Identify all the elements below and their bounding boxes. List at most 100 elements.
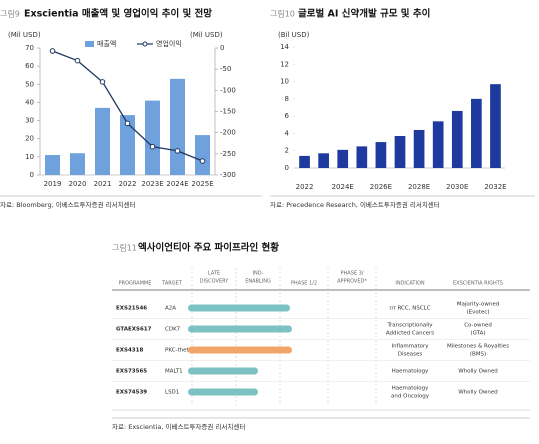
rights: Milestones & Royalties [447, 344, 509, 350]
bar [490, 84, 501, 168]
column-header: PHASE 3/ [341, 271, 364, 277]
x-tick-label: 2024E [166, 180, 188, 188]
target: LSD1 [165, 390, 179, 396]
y2-tick-label: -150 [220, 108, 236, 116]
indication: Haematology [392, 369, 430, 375]
y-tick-label: 10 [280, 78, 289, 86]
y-tick-label: 50 [25, 80, 34, 88]
bar [337, 149, 349, 168]
y-tick-label: 20 [25, 135, 34, 143]
indication: Addicted Cancers [386, 331, 434, 337]
stage-bar [188, 346, 292, 354]
line-marker [199, 158, 206, 164]
y-tick-label: 30 [25, 117, 34, 125]
target: CDK7 [165, 327, 181, 333]
y2-tick-label: -100 [220, 86, 236, 94]
column-header: DISCOVERY [200, 279, 230, 285]
y2-axis-label: (Mil USD) [190, 31, 223, 39]
legend-label: 영업이익 [156, 39, 182, 48]
indication: Diseases [398, 352, 423, 358]
bar [318, 153, 329, 168]
x-tick-label: 2020 [69, 180, 87, 188]
indication: Transcriptionally [386, 323, 433, 329]
column-header: APPROVED* [337, 279, 367, 285]
programme: EXS74539 [116, 390, 147, 396]
y-tick-label: 40 [25, 98, 34, 106]
bar [145, 100, 160, 175]
target: PKC-theta [165, 348, 192, 354]
x-tick-label: 2032E [484, 183, 506, 191]
x-tick-label: 2024E [332, 183, 354, 191]
line-marker [49, 48, 56, 54]
rights: (GTA) [470, 331, 485, 337]
source: 자료: Bloomberg, 이베스트투자증권 리서치센터 [0, 200, 136, 209]
column-header: IND- [253, 271, 264, 277]
bar [95, 107, 110, 175]
rights: Majority-owned [457, 302, 499, 308]
line-marker [149, 143, 156, 150]
bar [299, 155, 310, 168]
line-marker [124, 120, 131, 127]
line-marker [74, 57, 81, 64]
column-header: TARGET [161, 281, 183, 287]
y-tick-label: 8 [285, 95, 289, 103]
column-header: INDICATION [395, 281, 425, 287]
bar [45, 155, 60, 175]
bar [195, 135, 210, 175]
y2-tick-label: -50 [220, 65, 231, 73]
chart-title: Exscientia 매출액 및 영업이익 추이 및 전망 [24, 8, 212, 20]
legend-marker [142, 41, 148, 47]
stage-bar [188, 367, 258, 375]
y-tick-label: 60 [25, 62, 34, 70]
indication: Haematology [392, 386, 430, 392]
line-marker [174, 148, 181, 154]
y-axis-label: (Mil USD) [8, 31, 41, 39]
programme: EXS4318 [116, 348, 143, 354]
bar [375, 142, 387, 168]
indication: Inflammatory [391, 344, 429, 350]
x-tick-label: 2026E [370, 183, 392, 191]
y-tick-label: 6 [285, 112, 290, 120]
rights: Co-owned [464, 323, 492, 329]
source: 자료: Precedence Research, 이베스트투자증권 리서치센터 [270, 200, 440, 209]
column-header: ENABLING [245, 279, 271, 285]
target: MALT1 [165, 369, 183, 375]
y-axis-label: (Bil USD) [278, 31, 310, 39]
rights: (BMS) [470, 352, 486, 358]
indication: r/r RCC, NSCLC [389, 306, 430, 312]
column-header: PROGRAMME [119, 281, 152, 287]
x-tick-label: 2023E [141, 180, 163, 188]
indication: and Oncology [391, 394, 430, 400]
y-tick-label: 4 [285, 129, 290, 137]
bar [356, 146, 368, 168]
x-tick-label: 2028E [408, 183, 430, 191]
x-tick-label: 2019 [44, 180, 62, 188]
bar [394, 136, 406, 168]
programme: EXS21546 [116, 306, 147, 312]
bar [170, 78, 185, 175]
source: 자료: Exscientia, 이베스트투자증권 리서치센터 [112, 422, 245, 431]
y-tick-label: 14 [280, 43, 289, 51]
bar [432, 121, 444, 168]
rights: (Evotec) [467, 310, 490, 316]
y-tick-label: 12 [280, 60, 289, 68]
x-tick-label: 2022 [296, 183, 314, 191]
y2-tick-label: -200 [220, 129, 236, 137]
y-tick-label: 2 [285, 147, 289, 155]
bar [70, 153, 85, 175]
y2-tick-label: -250 [220, 150, 236, 158]
column-header: LATE [208, 271, 220, 277]
y-tick-label: 10 [25, 153, 34, 161]
x-tick-label: 2025E [191, 180, 213, 188]
figure-label: 그림10 [270, 9, 295, 19]
y-tick-label: 70 [25, 44, 34, 52]
target: A2A [165, 306, 176, 312]
programme: EXS73565 [116, 369, 147, 375]
y-tick-label: 0 [30, 171, 34, 179]
y2-tick-label: -300 [220, 171, 236, 179]
y-tick-label: 0 [285, 164, 289, 172]
stage-bar [188, 388, 258, 396]
bar [120, 115, 135, 175]
column-header: PHASE 1/2 [291, 281, 317, 287]
bar [413, 129, 425, 168]
